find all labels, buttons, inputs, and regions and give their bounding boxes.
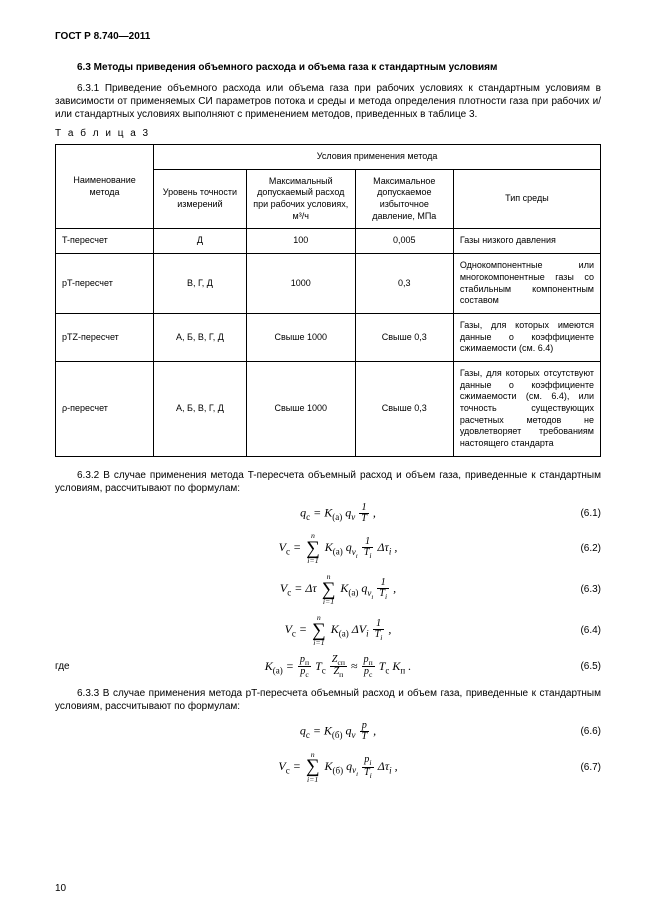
cell-name: T-пересчет <box>56 229 154 254</box>
cell-maxpress: 0,005 <box>355 229 453 254</box>
eqnum: (6.4) <box>561 624 601 637</box>
page-number: 10 <box>55 882 66 895</box>
formula-61: qс = K(а) qv 1T , (6.1) <box>55 503 601 524</box>
paragraph-631: 6.3.1 Приведение объемного расхода или о… <box>55 82 601 121</box>
eqnum: (6.3) <box>561 583 601 596</box>
cell-maxpress: Свыше 0,3 <box>355 361 453 456</box>
formula-62: Vс = n∑i=1 K(а) qvi 1Ti Δτi , (6.2) <box>55 532 601 565</box>
cell-accuracy: А, Б, В, Г, Д <box>154 313 247 361</box>
document-id: ГОСТ Р 8.740—2011 <box>55 30 601 43</box>
col-header-accuracy: Уровень точности измерений <box>154 169 247 229</box>
table-header-row-1: Наименование метода Условия применения м… <box>56 145 601 170</box>
table-row: ρ-пересчет А, Б, В, Г, Д Свыше 1000 Свыш… <box>56 361 601 456</box>
eqnum: (6.6) <box>561 725 601 738</box>
cell-medium: Газы, для которых отсутствуют данные о к… <box>453 361 600 456</box>
col-header-maxflow: Максимальный допускаемый расход при рабо… <box>246 169 355 229</box>
page: ГОСТ Р 8.740—2011 6.3 Методы приведения … <box>0 0 646 913</box>
formula-63: Vс = Δτ n∑i=1 K(а) qvi 1Ti , (6.3) <box>55 573 601 606</box>
cell-medium: Газы низкого давления <box>453 229 600 254</box>
cell-medium: Газы, для которых имеются данные о коэфф… <box>453 313 600 361</box>
cell-accuracy: В, Г, Д <box>154 254 247 314</box>
formula-65-row: где K(а) = pпpс Tс ZспZп ≈ pпpс Tс Kп . … <box>55 655 601 679</box>
section-title: 6.3 Методы приведения объемного расхода … <box>55 61 601 74</box>
col-header-name: Наименование метода <box>56 145 154 229</box>
where-label: где <box>55 660 115 673</box>
table-row: T-пересчет Д 100 0,005 Газы низкого давл… <box>56 229 601 254</box>
paragraph-632: 6.3.2 В случае применения метода T-перес… <box>55 469 601 495</box>
cell-maxflow: Свыше 1000 <box>246 313 355 361</box>
formula-67: Vс = n∑i=1 K(б) qvi piTi Δτi , (6.7) <box>55 751 601 784</box>
formula-66: qс = K(б) qv pT , (6.6) <box>55 721 601 742</box>
col-header-maxpress: Максимальное допускаемое избыточное давл… <box>355 169 453 229</box>
cell-maxflow: 1000 <box>246 254 355 314</box>
eqnum: (6.1) <box>561 507 601 520</box>
eqnum: (6.2) <box>561 542 601 555</box>
table-row: pT-пересчет В, Г, Д 1000 0,3 Однокомпоне… <box>56 254 601 314</box>
eqnum: (6.5) <box>561 660 601 673</box>
formula-64: Vс = n∑i=1 K(а) ΔVi 1Ti , (6.4) <box>55 614 601 647</box>
table-label: Т а б л и ц а 3 <box>55 127 601 140</box>
cell-maxflow: 100 <box>246 229 355 254</box>
cell-name: pTZ-пересчет <box>56 313 154 361</box>
cell-medium: Однокомпонентные или многокомпонентные г… <box>453 254 600 314</box>
cell-maxflow: Свыше 1000 <box>246 361 355 456</box>
paragraph-633: 6.3.3 В случае применения метода pT-пере… <box>55 687 601 713</box>
cell-maxpress: 0,3 <box>355 254 453 314</box>
eqnum: (6.7) <box>561 761 601 774</box>
table-row: pTZ-пересчет А, Б, В, Г, Д Свыше 1000 Св… <box>56 313 601 361</box>
cell-maxpress: Свыше 0,3 <box>355 313 453 361</box>
col-header-medium: Тип среды <box>453 169 600 229</box>
cell-name: pT-пересчет <box>56 254 154 314</box>
cell-name: ρ-пересчет <box>56 361 154 456</box>
cell-accuracy: Д <box>154 229 247 254</box>
cell-accuracy: А, Б, В, Г, Д <box>154 361 247 456</box>
col-group-header: Условия применения метода <box>154 145 601 170</box>
methods-table: Наименование метода Условия применения м… <box>55 144 601 457</box>
